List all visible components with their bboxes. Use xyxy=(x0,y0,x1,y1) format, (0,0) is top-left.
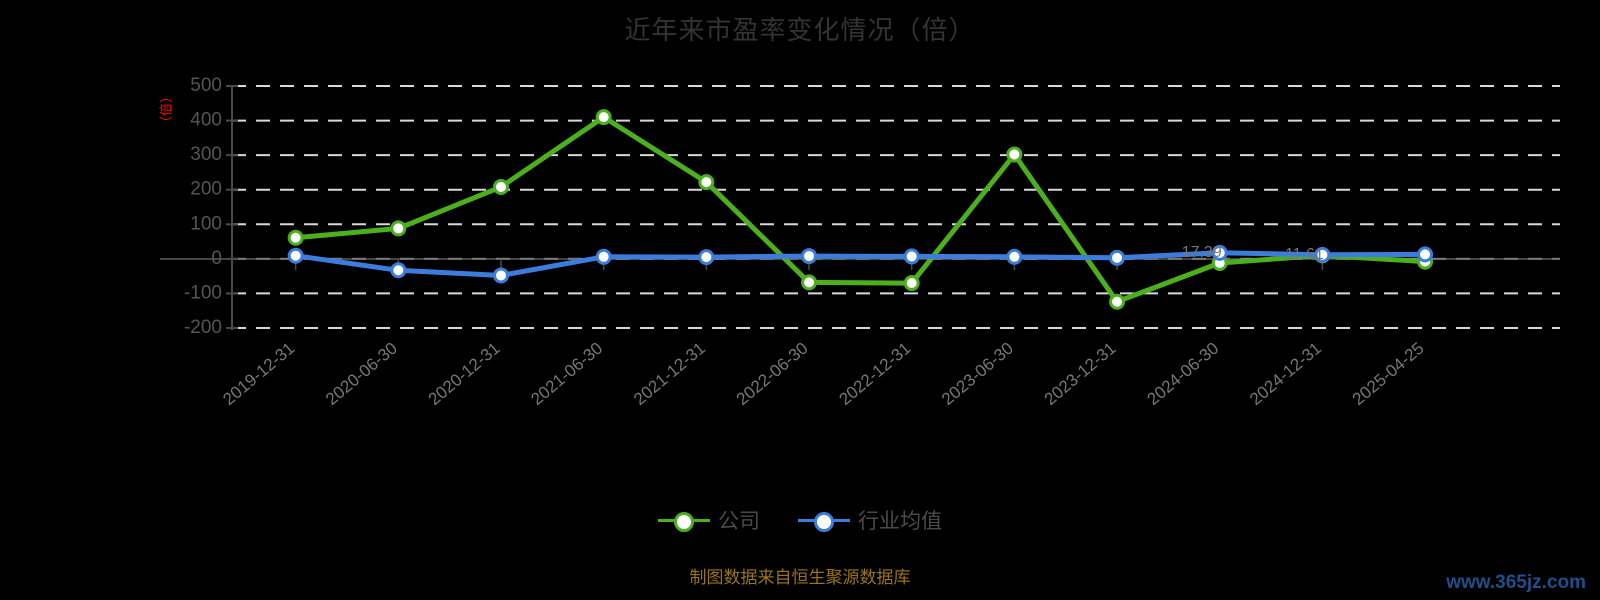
x-axis-tick-label: 2024-12-31 xyxy=(1246,339,1325,409)
legend-label-company: 公司 xyxy=(718,510,760,533)
y-axis-tick-label: -100 xyxy=(184,282,222,303)
gridlines xyxy=(232,85,1560,329)
data-point[interactable] xyxy=(1417,246,1434,263)
data-point[interactable] xyxy=(1006,248,1023,265)
series-lines xyxy=(293,114,1428,305)
data-point[interactable] xyxy=(287,229,304,246)
series-line-industry-average xyxy=(293,250,1428,278)
legend-item-company[interactable]: 公司 xyxy=(658,505,760,535)
legend-label-industry-average: 行业均值 xyxy=(858,510,942,533)
series-line-company xyxy=(293,114,1428,305)
y-axis-tick-label: 0 xyxy=(211,248,222,269)
x-axis-tick-label: 2023-06-30 xyxy=(938,339,1017,409)
chart-title: 近年来市盈率变化情况（倍） xyxy=(624,15,976,45)
x-axis-tick-label: 2024-06-30 xyxy=(1143,339,1222,409)
y-axis-tick-label: 100 xyxy=(190,213,222,234)
data-point[interactable] xyxy=(595,109,612,126)
legend-item-industry-average[interactable]: 行业均值 xyxy=(798,505,942,535)
data-point[interactable] xyxy=(1006,146,1023,163)
point-annotations: 17.39 11.61 xyxy=(1182,244,1324,263)
data-point[interactable] xyxy=(1314,246,1331,263)
series-points xyxy=(287,109,1434,310)
legend-marker-industry-average xyxy=(798,510,850,532)
data-point[interactable] xyxy=(903,275,920,292)
data-point[interactable] xyxy=(1109,249,1126,266)
y-axis-tick-label: 300 xyxy=(190,144,222,165)
x-axis-tick-label: 2022-06-30 xyxy=(733,339,812,409)
data-source-note: 制图数据来自恒生聚源数据库 xyxy=(689,568,911,587)
x-axis-tick-label: 2022-12-31 xyxy=(835,339,914,409)
x-axis-tick-label: 2021-12-31 xyxy=(630,339,709,409)
y-axis-tick-label: -200 xyxy=(184,317,222,338)
legend-marker-company xyxy=(658,510,710,532)
point-value-label: 11.61 xyxy=(1285,246,1324,263)
data-point[interactable] xyxy=(698,249,715,266)
data-point[interactable] xyxy=(698,174,715,191)
data-point[interactable] xyxy=(801,248,818,265)
x-axis-tick-label: 2020-12-31 xyxy=(425,339,504,409)
data-point[interactable] xyxy=(390,262,407,279)
x-axis-tick-label: 2025-04-25 xyxy=(1349,339,1428,409)
y-axis-tick-label: 200 xyxy=(190,179,222,200)
y-axis-tick-label: 500 xyxy=(190,75,222,96)
point-value-label: 17.39 xyxy=(1182,244,1222,261)
x-axis-tick-label: 2021-06-30 xyxy=(527,339,606,409)
x-axis-tick-label: 2019-12-31 xyxy=(219,339,298,409)
data-point[interactable] xyxy=(287,247,304,264)
x-axis-tick-label: 2023-12-31 xyxy=(1041,339,1120,409)
site-watermark: www.365jz.com xyxy=(1446,572,1586,593)
chart-legend: 公司 行业均值 xyxy=(0,505,1600,535)
data-point[interactable] xyxy=(493,267,510,284)
y-axis-tick-label: 400 xyxy=(190,110,222,131)
data-point[interactable] xyxy=(1109,293,1126,310)
x-axis-tick-label: 2020-06-30 xyxy=(322,339,401,409)
data-point[interactable] xyxy=(493,178,510,195)
data-point[interactable] xyxy=(801,274,818,291)
y-axis-ticks: 500 400 300 200 100 0 -100 -200 xyxy=(184,75,238,338)
data-point[interactable] xyxy=(1211,244,1228,261)
data-point[interactable] xyxy=(390,220,407,237)
data-point[interactable] xyxy=(903,248,920,265)
data-point[interactable] xyxy=(595,248,612,265)
